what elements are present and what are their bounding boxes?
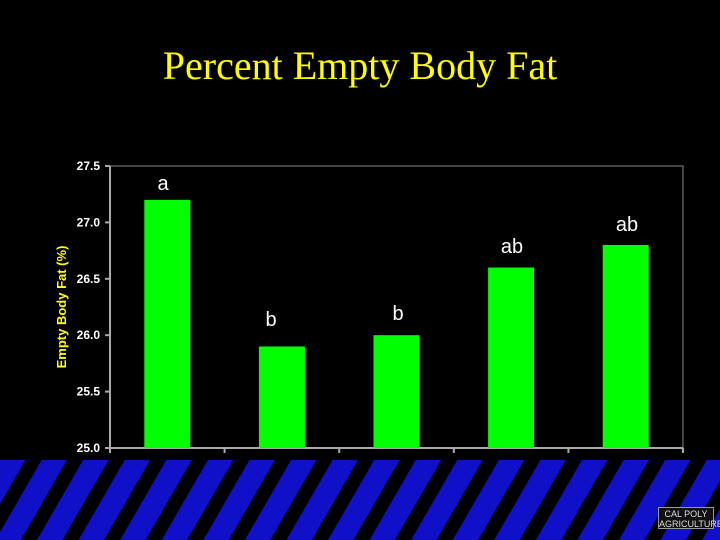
bar: [602, 244, 649, 448]
annotation-label: b: [265, 309, 276, 331]
logo-line1: CAL POLY: [664, 509, 708, 519]
bar: [488, 267, 535, 448]
decorative-stripes: [0, 460, 720, 540]
annotation-label: b: [392, 303, 403, 325]
logo-line2: AGRICULTURE: [659, 519, 720, 529]
cal-poly-logo: CAL POLY AGRICULTURE: [658, 507, 720, 529]
bars: [144, 199, 649, 448]
y-tick-label: 27.5: [77, 159, 101, 173]
annotation-label: ab: [616, 214, 638, 236]
bar: [373, 335, 420, 448]
y-tick-label: 25.5: [77, 385, 101, 399]
y-tick-label: 26.0: [77, 328, 101, 342]
y-tick-label: 26.5: [77, 272, 101, 286]
annotation-label: a: [157, 173, 169, 195]
annotation-label: ab: [501, 236, 523, 258]
y-tick-label: 25.0: [77, 441, 101, 455]
bar: [144, 199, 191, 448]
y-axis: 25.0 25.5 26.0 26.5 27.0 27.5: [77, 159, 110, 455]
bar: [258, 346, 305, 448]
y-tick-label: 27.0: [77, 215, 101, 229]
slide-title: Percent Empty Body Fat: [162, 43, 558, 88]
y-axis-label: Empty Body Fat (%): [54, 246, 69, 369]
